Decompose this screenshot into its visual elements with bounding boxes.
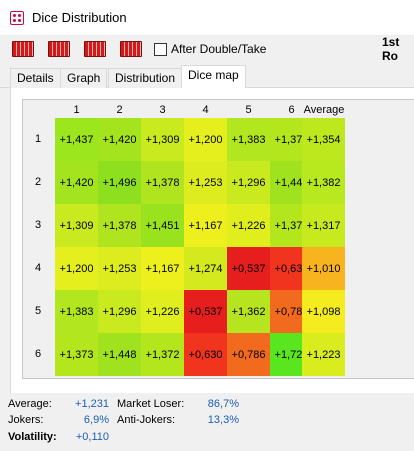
toolbar: After Double/Take 1st Ro: [0, 35, 414, 63]
tab-bar: Details Graph Distribution Dice map: [0, 64, 414, 89]
row-header-2: 2: [34, 176, 42, 188]
column-header-5: 5: [245, 104, 252, 116]
dice-filter-button-1[interactable]: [12, 41, 34, 57]
row-average-cell-4: +1,010: [302, 247, 345, 290]
dice-filter-button-2[interactable]: [48, 41, 70, 57]
after-double-take-checkbox[interactable]: [154, 42, 167, 56]
dice-cell-2-1[interactable]: +1,420: [55, 161, 98, 204]
dice-cell-1-5[interactable]: +1,383: [227, 118, 270, 161]
dice-cell-6-1[interactable]: +1,373: [55, 333, 98, 376]
average-value: +1,231: [75, 398, 109, 410]
tab-graph[interactable]: Graph: [60, 68, 108, 88]
dice-cell-4-4[interactable]: +1,274: [184, 247, 227, 290]
dice-cell-1-1[interactable]: +1,437: [55, 118, 98, 161]
dice-cell-6-3[interactable]: +1,372: [141, 333, 184, 376]
tab-distribution[interactable]: Distribution: [108, 68, 183, 88]
average-label: Average:: [8, 398, 52, 410]
dice-cell-2-3[interactable]: +1,378: [141, 161, 184, 204]
anti-jokers-value: 13,3%: [207, 414, 239, 426]
row-header-1: 1: [34, 133, 42, 145]
stats-footer: Average: +1,231 Market Loser: 86,7% Joke…: [0, 395, 414, 451]
dice-cell-4-1[interactable]: +1,200: [55, 247, 98, 290]
dice-cell-3-1[interactable]: +1,309: [55, 204, 98, 247]
dice-cell-6-4[interactable]: +0,630: [184, 333, 227, 376]
after-double-take-label[interactable]: After Double/Take: [171, 42, 267, 56]
column-header-2: 2: [116, 104, 123, 116]
column-header-3: 3: [159, 104, 166, 116]
row-average-cell-6: +1,223: [302, 333, 345, 376]
dice-filter-button-3[interactable]: [84, 41, 106, 57]
anti-jokers-label: Anti-Jokers:: [117, 414, 176, 426]
row-average-cell-2: +1,382: [302, 161, 345, 204]
dice-cell-3-3[interactable]: +1,451: [141, 204, 184, 247]
dice-cell-4-5[interactable]: +0,537: [227, 247, 270, 290]
dice-cell-1-4[interactable]: +1,200: [184, 118, 227, 161]
dice-filter-button-4[interactable]: [120, 41, 142, 57]
dice-cell-5-4[interactable]: +0,537: [184, 290, 227, 333]
column-header-1: 1: [73, 104, 80, 116]
row-average-cell-1: +1,354: [302, 118, 345, 161]
row-header-3: 3: [34, 219, 42, 231]
dice-map-panel: 1 2 3 4 5 6 Average 1 +1,437 +1,420 +1,309 +1,200 +1…: [10, 88, 414, 393]
jokers-label: Jokers:: [8, 414, 44, 426]
tab-dice-map[interactable]: Dice map: [181, 65, 246, 89]
dice-cell-2-2[interactable]: +1,496: [98, 161, 141, 204]
dice-cell-3-2[interactable]: +1,378: [98, 204, 141, 247]
dice-cell-3-5[interactable]: +1,226: [227, 204, 270, 247]
dice-app-icon: [10, 10, 24, 25]
dice-cell-6-5[interactable]: +0,786: [227, 333, 270, 376]
dice-cell-2-4[interactable]: +1,253: [184, 161, 227, 204]
volatility-value: +0,110: [75, 431, 109, 443]
dice-cell-4-2[interactable]: +1,253: [98, 247, 141, 290]
column-header-6: 6: [288, 104, 295, 116]
row-header-5: 5: [34, 305, 42, 317]
column-header-4: 4: [202, 104, 209, 116]
dice-cell-3-4[interactable]: +1,167: [184, 204, 227, 247]
tab-details[interactable]: Details: [10, 68, 61, 88]
dice-cell-1-2[interactable]: +1,420: [98, 118, 141, 161]
dice-cell-1-3[interactable]: +1,309: [141, 118, 184, 161]
dice-cell-5-5[interactable]: +1,362: [227, 290, 270, 333]
dice-cell-6-2[interactable]: +1,448: [98, 333, 141, 376]
row-header-4: 4: [34, 262, 42, 274]
row-average-cell-3: +1,317: [302, 204, 345, 247]
market-loser-label: Market Loser:: [117, 398, 185, 410]
row-header-6: 6: [34, 348, 42, 360]
dice-cell-5-3[interactable]: +1,226: [141, 290, 184, 333]
market-loser-value: 86,7%: [207, 398, 239, 410]
dice-map-grid: 1 2 3 4 5 6 Average 1 +1,437 +1,420 +1,309 +1,200 +1…: [22, 99, 414, 379]
round-label: 1st Ro: [382, 35, 400, 63]
window-title: Dice Distribution: [32, 10, 127, 25]
title-bar: Dice Distribution: [0, 0, 414, 36]
row-average-cell-5: +1,098: [302, 290, 345, 333]
dice-cell-4-3[interactable]: +1,167: [141, 247, 184, 290]
volatility-label: Volatility:: [8, 431, 57, 443]
dice-cell-2-5[interactable]: +1,296: [227, 161, 270, 204]
dice-cell-5-1[interactable]: +1,383: [55, 290, 98, 333]
jokers-value: 6,9%: [83, 414, 109, 426]
dice-cell-5-2[interactable]: +1,296: [98, 290, 141, 333]
average-column-header: Average: [303, 104, 345, 116]
